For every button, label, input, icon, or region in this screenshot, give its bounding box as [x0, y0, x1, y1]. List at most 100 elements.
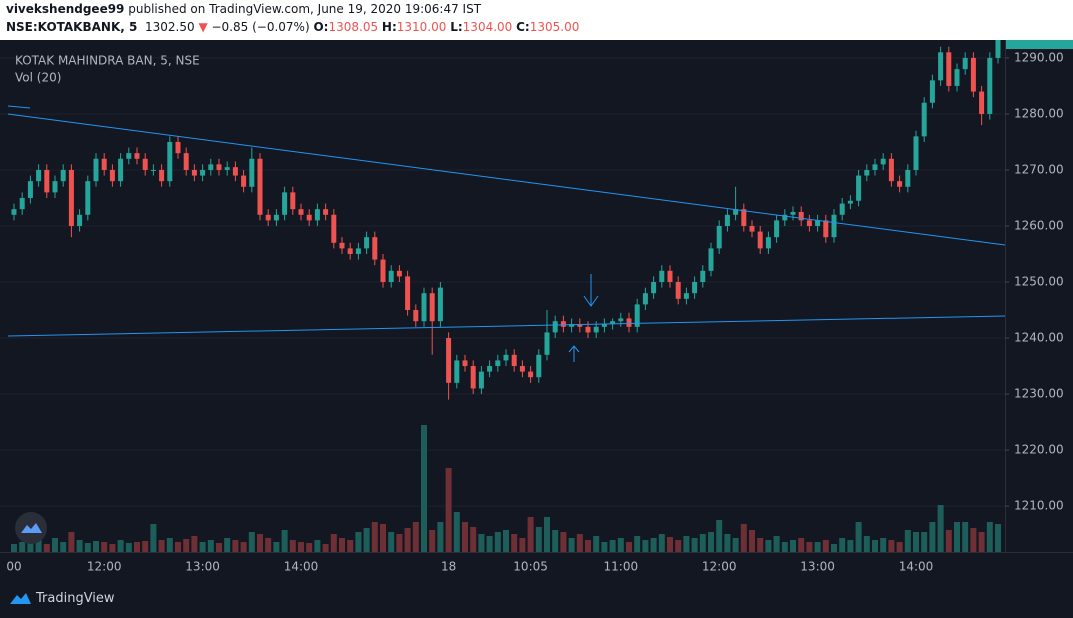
- candle-body: [27, 181, 33, 198]
- candle-body: [495, 360, 501, 367]
- y-tick-label: 1220.00: [1014, 443, 1064, 457]
- volume-bar: [716, 520, 723, 552]
- candle-body: [683, 293, 689, 299]
- volume-bar: [757, 538, 764, 552]
- candle-body: [134, 153, 140, 159]
- volume-bar: [626, 542, 632, 552]
- volume-bar: [35, 540, 42, 552]
- volume-bar: [576, 534, 583, 552]
- user[interactable]: vivekshendgee99: [6, 2, 125, 16]
- y-tick-label: 1280.00: [1014, 106, 1064, 120]
- volume-bar: [199, 542, 206, 552]
- candle-body: [331, 214, 337, 243]
- volume-bar: [904, 530, 911, 552]
- arrow: ▼: [198, 20, 208, 34]
- candle-body: [569, 324, 575, 327]
- candle-body: [470, 366, 476, 389]
- candle-body: [790, 211, 796, 215]
- volume-bar: [929, 522, 936, 552]
- candle-body: [396, 270, 402, 277]
- volume-bar: [814, 542, 821, 552]
- candle-body: [511, 354, 517, 367]
- volume-bar: [527, 517, 534, 552]
- volume-bar: [371, 522, 378, 552]
- legend-title: KOTAK MAHINDRA BAN, 5, NSE: [15, 54, 200, 68]
- volume-bar: [724, 534, 731, 552]
- x-tick-label: 00: [6, 560, 21, 574]
- volume-bar: [708, 532, 714, 552]
- volume-bar: [43, 544, 50, 552]
- volume-bar: [995, 524, 1001, 552]
- volume-bar: [134, 542, 140, 552]
- candle-body: [528, 371, 534, 378]
- candle-body: [208, 164, 214, 170]
- volume-bar: [76, 540, 83, 552]
- candle-body: [175, 141, 181, 154]
- candle-body: [249, 158, 255, 187]
- volume-bar: [478, 534, 485, 552]
- volume-bar: [166, 538, 173, 552]
- candle-body: [167, 141, 173, 182]
- logo-badge[interactable]: [15, 512, 47, 544]
- arrow-up: [568, 345, 580, 362]
- volume-bar: [404, 528, 411, 552]
- volume-bar: [847, 540, 854, 552]
- candle-body: [306, 214, 312, 221]
- volume-bar: [642, 540, 649, 552]
- x-tick-label: 10:05: [513, 560, 548, 574]
- volume-bar: [273, 542, 280, 552]
- candle-body: [552, 321, 558, 333]
- candle-body: [44, 169, 50, 193]
- volume-bar: [699, 534, 706, 552]
- candle-body: [380, 259, 386, 282]
- candle-body: [618, 318, 624, 322]
- y-tick-label: 1250.00: [1014, 274, 1064, 288]
- volume-bar: [281, 530, 288, 552]
- volume-bar: [683, 536, 690, 552]
- volume-bar: [765, 540, 772, 552]
- volume-bar: [289, 540, 296, 552]
- candle-body: [995, 40, 1001, 58]
- volume-bar: [560, 532, 567, 552]
- volume-bar: [806, 542, 813, 552]
- candle-body: [339, 242, 345, 249]
- volume-bar: [183, 539, 190, 552]
- x-tick-label: 13:00: [185, 560, 220, 574]
- h-label: H:: [381, 20, 397, 34]
- candle-body: [52, 181, 58, 193]
- volume-bar: [265, 538, 272, 552]
- volume-bar: [93, 541, 99, 552]
- h: 1310.00: [396, 20, 447, 34]
- candle-body: [273, 214, 279, 221]
- candle-body: [413, 310, 419, 322]
- candle-body: [765, 237, 771, 249]
- volume-bar: [798, 538, 805, 552]
- candle-body: [716, 225, 722, 249]
- candle-body: [560, 321, 566, 327]
- candle-body: [659, 270, 665, 282]
- candle-body: [847, 200, 853, 204]
- volume-bar: [921, 532, 928, 552]
- published: published on TradingView.com, June 19, 2…: [128, 2, 482, 16]
- candle-body: [946, 52, 952, 86]
- volume-bar: [839, 538, 846, 552]
- header: vivekshendgee99 published on TradingView…: [0, 0, 1073, 40]
- volume-bar: [125, 543, 132, 552]
- volume-bar: [486, 536, 493, 552]
- volume-bar: [330, 534, 337, 552]
- candle-body: [503, 354, 509, 361]
- candle-body: [888, 158, 894, 182]
- volume-bar: [445, 468, 452, 552]
- volume-bar: [790, 540, 796, 552]
- candle-body: [749, 225, 755, 232]
- volume-bar: [986, 522, 993, 552]
- volume-bar: [462, 522, 468, 552]
- candle-body: [954, 69, 960, 86]
- volume-bar: [855, 522, 862, 552]
- volume-bar: [568, 538, 575, 552]
- trend-line: [7, 105, 31, 109]
- o: 1308.05: [328, 20, 379, 34]
- y-tick-label: 1270.00: [1014, 162, 1064, 176]
- candle-body: [388, 270, 394, 282]
- y-tick-label: 1230.00: [1014, 387, 1064, 401]
